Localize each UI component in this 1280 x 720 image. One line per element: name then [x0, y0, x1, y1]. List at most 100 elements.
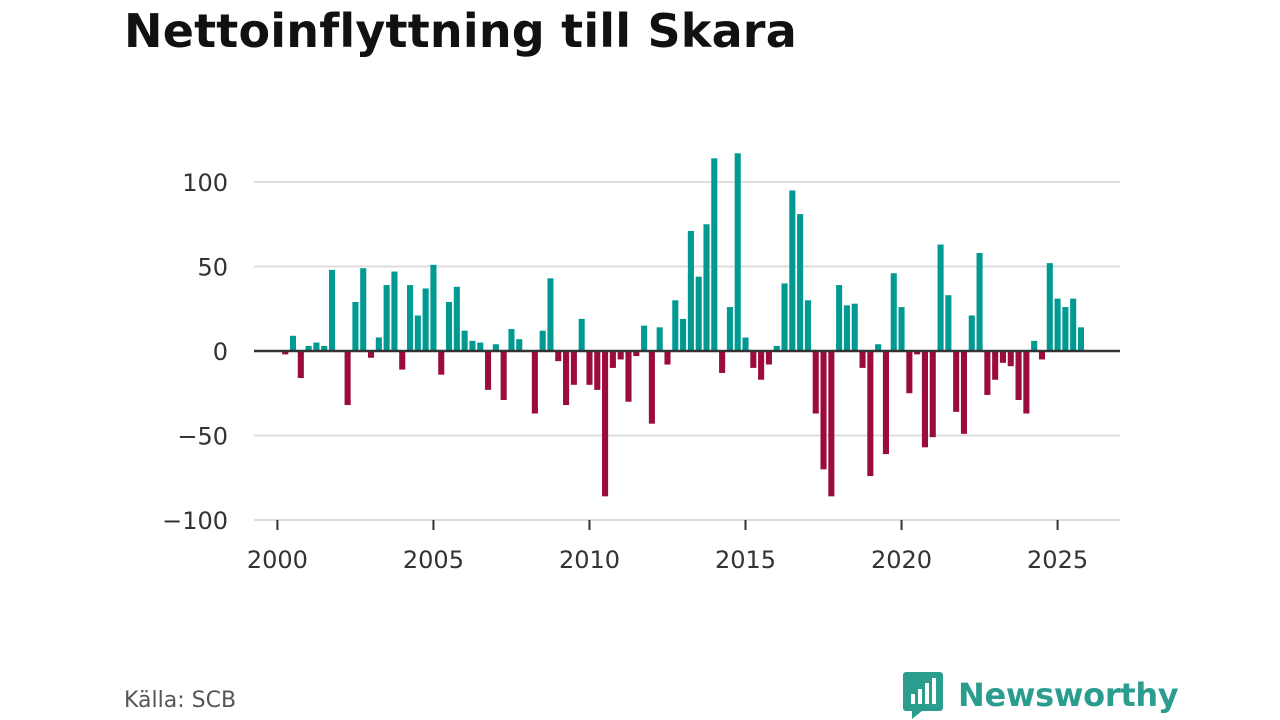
bar: [953, 351, 960, 412]
bar: [1054, 298, 1061, 351]
bar: [531, 351, 538, 414]
bar: [547, 278, 554, 351]
bar: [719, 351, 726, 373]
bar: [625, 351, 632, 402]
bar: [797, 214, 804, 351]
bar: [742, 337, 749, 351]
bar: [485, 351, 492, 390]
bar: [477, 342, 484, 351]
bar: [836, 285, 843, 351]
bar: [984, 351, 991, 395]
bars: [282, 153, 1085, 497]
bar: [406, 285, 414, 351]
bar: [1038, 351, 1046, 360]
bar: [297, 351, 304, 379]
axes: 100 50 0 −50 −100 2000 2005 2010 2015 2020 2025: [162, 169, 1120, 574]
bar: [469, 340, 476, 351]
bar: [859, 351, 866, 368]
bar: [726, 307, 733, 351]
bar: [781, 283, 788, 351]
bar: [617, 351, 624, 360]
bar: [578, 318, 585, 351]
bar: [1070, 298, 1077, 351]
bar: [882, 351, 889, 455]
bar: [992, 351, 999, 380]
bar: [516, 339, 523, 351]
bar: [602, 351, 609, 497]
bar: [633, 351, 640, 357]
bar: [492, 344, 499, 351]
bar: [508, 329, 515, 351]
x-tick-label: 2015: [715, 546, 776, 574]
bar: [1015, 351, 1022, 401]
bar: [789, 190, 796, 351]
bar: [765, 351, 772, 365]
bar: [422, 288, 429, 351]
bar: [367, 351, 375, 358]
y-tick-label: −50: [177, 423, 228, 451]
bar: [937, 244, 944, 351]
bar: [344, 351, 351, 406]
bar: [500, 351, 507, 401]
bar: [352, 301, 359, 351]
bar: [453, 286, 460, 351]
bar: [875, 344, 882, 351]
bar: [804, 300, 811, 351]
bar: [555, 351, 562, 362]
bar: [929, 351, 936, 438]
bar: [703, 224, 710, 351]
bar: [664, 351, 671, 365]
y-tick-label: 50: [197, 254, 228, 282]
bar: [1031, 340, 1038, 351]
bar: [976, 252, 983, 351]
bar: [289, 335, 297, 351]
bar: [539, 330, 546, 351]
bar: [672, 300, 679, 351]
bar: [438, 351, 445, 375]
bar: [594, 351, 601, 390]
bar: [656, 327, 663, 351]
bar: [1007, 351, 1014, 367]
bar: [282, 351, 289, 355]
brand-logo[interactable]: Newsworthy: [902, 670, 1179, 720]
bar: [999, 351, 1007, 363]
bar: [461, 330, 468, 351]
x-tick-label: 2020: [871, 546, 932, 574]
bar: [1046, 263, 1053, 351]
chart-title: Nettoinflyttning till Skara: [124, 4, 797, 58]
source-note: Källa: SCB: [124, 688, 237, 713]
bar: [641, 325, 648, 351]
bar: [399, 351, 406, 370]
x-tick-label: 2005: [403, 546, 464, 574]
bar: [828, 351, 835, 497]
bar: [305, 345, 312, 351]
bar: [812, 351, 819, 414]
bar: [711, 158, 718, 351]
y-tick-label: 100: [182, 169, 228, 197]
bar: [391, 271, 398, 351]
bar: [843, 305, 850, 351]
bar: [648, 351, 655, 424]
bar: [820, 351, 827, 470]
bar: [570, 351, 577, 385]
bar: [586, 351, 593, 385]
brand-name: Newsworthy: [958, 676, 1179, 714]
bar: [945, 295, 952, 351]
bar: [750, 351, 757, 368]
bar: [328, 269, 336, 351]
y-tick-label: 0: [213, 338, 228, 366]
x-tick-label: 2000: [247, 546, 308, 574]
bar: [890, 273, 897, 351]
bar: [430, 264, 437, 351]
bar: [867, 351, 874, 477]
bar: [563, 351, 570, 406]
bar: [695, 276, 702, 351]
bar: [773, 345, 780, 351]
bar: [680, 318, 687, 351]
bar: [360, 268, 367, 351]
bar: [383, 285, 390, 351]
bar: [446, 301, 453, 351]
bar: [960, 351, 968, 434]
bar: [914, 351, 921, 355]
bar: [609, 351, 616, 368]
